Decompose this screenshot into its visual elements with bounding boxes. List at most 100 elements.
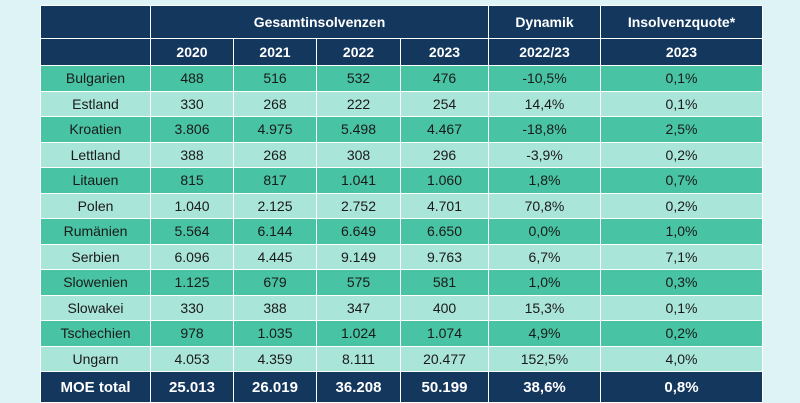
column-header: 2021	[233, 38, 317, 66]
column-header: 2022	[316, 38, 401, 66]
value-cell: 679	[233, 269, 317, 296]
table-row: Ungarn 4.053 4.359 8.111 20.477 152,5% 4,0%	[40, 345, 763, 372]
column-header: 2023	[600, 38, 763, 66]
value-cell: 268	[233, 141, 317, 168]
insolvency-table: Gesamtinsolvenzen Dynamik Insolvenzquote…	[40, 5, 763, 403]
total-value: 26.019	[233, 371, 317, 403]
value-cell: 268	[233, 90, 317, 117]
value-cell: 4,0%	[600, 345, 763, 372]
table-row: Slowenien 1.125 679 575 581 1,0% 0,3%	[40, 269, 763, 296]
country-cell: Tschechien	[40, 320, 151, 347]
country-cell: Polen	[40, 192, 151, 219]
total-value: 25.013	[150, 371, 234, 403]
value-cell: 4.467	[400, 116, 489, 143]
table-row: Rumänien 5.564 6.144 6.649 6.650 0,0% 1,0%	[40, 218, 763, 245]
value-cell: 6,7%	[488, 243, 601, 270]
value-cell: 815	[150, 167, 234, 194]
value-cell: 152,5%	[488, 345, 601, 372]
value-cell: 0,0%	[488, 218, 601, 245]
value-cell: 4.975	[233, 116, 317, 143]
value-cell: 5.498	[316, 116, 401, 143]
table-row: Kroatien 3.806 4.975 5.498 4.467 -18,8% 2,5%	[40, 116, 763, 143]
country-cell: Litauen	[40, 167, 151, 194]
value-cell: 15,3%	[488, 294, 601, 321]
value-cell: 0,1%	[600, 65, 763, 92]
value-cell: 400	[400, 294, 489, 321]
country-cell: Slowakei	[40, 294, 151, 321]
value-cell: 2,5%	[600, 116, 763, 143]
value-cell: 1.024	[316, 320, 401, 347]
value-cell: 1.074	[400, 320, 489, 347]
value-cell: 388	[233, 294, 317, 321]
table-row: Bulgarien 488 516 532 476 -10,5% 0,1%	[40, 65, 763, 92]
value-cell: 575	[316, 269, 401, 296]
value-cell: -18,8%	[488, 116, 601, 143]
value-cell: 0,2%	[600, 192, 763, 219]
value-cell: 6.144	[233, 218, 317, 245]
country-cell: Kroatien	[40, 116, 151, 143]
value-cell: 4.445	[233, 243, 317, 270]
table-row: Slowakei 330 388 347 400 15,3% 0,1%	[40, 294, 763, 321]
value-cell: 7,1%	[600, 243, 763, 270]
value-cell: 4.359	[233, 345, 317, 372]
value-cell: 308	[316, 141, 401, 168]
total-label: MOE total	[40, 371, 151, 403]
group-header: Dynamik	[488, 5, 601, 39]
value-cell: 14,4%	[488, 90, 601, 117]
country-cell: Ungarn	[40, 345, 151, 372]
value-cell: 978	[150, 320, 234, 347]
country-cell: Serbien	[40, 243, 151, 270]
total-value: 50.199	[400, 371, 489, 403]
value-cell: 817	[233, 167, 317, 194]
group-header-row: Gesamtinsolvenzen Dynamik Insolvenzquote…	[40, 5, 763, 39]
value-cell: 9.763	[400, 243, 489, 270]
value-cell: 532	[316, 65, 401, 92]
value-cell: 1.040	[150, 192, 234, 219]
value-cell: 347	[316, 294, 401, 321]
total-value: 0,8%	[600, 371, 763, 403]
value-cell: 4.701	[400, 192, 489, 219]
value-cell: 2.752	[316, 192, 401, 219]
value-cell: -3,9%	[488, 141, 601, 168]
value-cell: -10,5%	[488, 65, 601, 92]
country-cell: Slowenien	[40, 269, 151, 296]
value-cell: 5.564	[150, 218, 234, 245]
table-row: Serbien 6.096 4.445 9.149 9.763 6,7% 7,1%	[40, 243, 763, 270]
value-cell: 8.111	[316, 345, 401, 372]
table-row: Estland 330 268 222 254 14,4% 0,1%	[40, 90, 763, 117]
value-cell: 6.649	[316, 218, 401, 245]
value-cell: 330	[150, 294, 234, 321]
value-cell: 1,8%	[488, 167, 601, 194]
value-cell: 1,0%	[600, 218, 763, 245]
value-cell: 4,9%	[488, 320, 601, 347]
country-cell: Estland	[40, 90, 151, 117]
value-cell: 516	[233, 65, 317, 92]
value-cell: 581	[400, 269, 489, 296]
country-cell: Lettland	[40, 141, 151, 168]
country-cell: Bulgarien	[40, 65, 151, 92]
group-header: Gesamtinsolvenzen	[150, 5, 489, 39]
value-cell: 0,1%	[600, 90, 763, 117]
value-cell: 70,8%	[488, 192, 601, 219]
value-cell: 6.650	[400, 218, 489, 245]
value-cell: 0,2%	[600, 320, 763, 347]
table-row: Polen 1.040 2.125 2.752 4.701 70,8% 0,2%	[40, 192, 763, 219]
table-row: Lettland 388 268 308 296 -3,9% 0,2%	[40, 141, 763, 168]
group-header: Insolvenzquote*	[600, 5, 763, 39]
value-cell: 0,3%	[600, 269, 763, 296]
value-cell: 1.125	[150, 269, 234, 296]
value-cell: 222	[316, 90, 401, 117]
value-cell: 3.806	[150, 116, 234, 143]
column-header: 2020	[150, 38, 234, 66]
column-header: 2023	[400, 38, 489, 66]
value-cell: 20.477	[400, 345, 489, 372]
column-header-row: 2020 2021 2022 2023 2022/23 2023	[40, 38, 763, 66]
value-cell: 2.125	[233, 192, 317, 219]
corner-cell	[40, 38, 151, 66]
value-cell: 9.149	[316, 243, 401, 270]
total-value: 36.208	[316, 371, 401, 403]
value-cell: 0,7%	[600, 167, 763, 194]
total-value: 38,6%	[488, 371, 601, 403]
value-cell: 476	[400, 65, 489, 92]
